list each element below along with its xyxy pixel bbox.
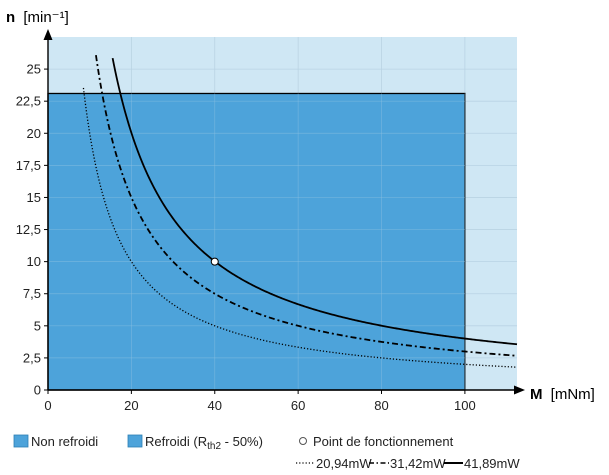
legend-label-non-cooled: Non refroidi: [31, 434, 98, 449]
curve-solid: [111, 57, 518, 346]
x-tick-label: 80: [374, 398, 388, 413]
y-tick-label: 25: [27, 62, 41, 77]
power-curves: [82, 55, 518, 368]
x-tick-label: 60: [291, 398, 305, 413]
curve-dashed: [95, 55, 518, 357]
x-tick-label: 40: [208, 398, 222, 413]
legend-operating-point-icon: [299, 437, 307, 445]
legend-cooled-subscript: th2: [207, 441, 221, 452]
x-axis-unit: [mNm]: [551, 386, 595, 403]
x-axis-arrow-icon: [514, 385, 525, 395]
x-tick-label: 100: [454, 398, 476, 413]
y-tick-label: 15: [27, 190, 41, 205]
legend-cooled-main: Refroidi (R: [145, 434, 207, 449]
operating-point-marker: [210, 257, 219, 266]
x-axis-title: M [mNm]: [530, 386, 595, 403]
y-tick-label: 17,5: [16, 158, 41, 173]
y-axis-title: n [min⁻¹]: [6, 9, 69, 26]
y-axis-symbol: n: [6, 9, 15, 26]
curve-dotted: [82, 87, 518, 368]
y-tick-labels: 0 2,5 5 7,5 10 12,5 15 17,5 20 22,5 25: [16, 62, 48, 398]
y-tick-label: 12,5: [16, 222, 41, 237]
legend-label-dashed: 31,42mW: [390, 456, 446, 471]
legend-cooled-tail: - 50%): [221, 434, 263, 449]
y-axis-unit: [min⁻¹]: [23, 9, 68, 26]
legend-label-solid: 41,89mW: [464, 456, 520, 471]
legend-label-operating-point: Point de fonctionnement: [313, 434, 454, 449]
axes: 0 2,5 5 7,5 10 12,5 15 17,5 20 22,5 25 0 20 40 60 80 10…: [16, 29, 525, 413]
x-tick-label: 20: [124, 398, 138, 413]
legend-swatch-non-cooled: [13, 434, 29, 448]
y-tick-label: 10: [27, 254, 41, 269]
grid-lines-over-region: [48, 93, 466, 390]
y-tick-label: 0: [34, 383, 41, 398]
y-tick-label: 2,5: [23, 350, 41, 365]
x-axis-symbol: M: [530, 386, 543, 403]
legend-label-cooled: Refroidi (Rth2 - 50%): [145, 434, 263, 452]
y-tick-label: 20: [27, 126, 41, 141]
legend-swatch-cooled: [127, 434, 143, 448]
x-tick-label: 0: [44, 398, 51, 413]
y-axis-arrow-icon: [43, 29, 53, 40]
legend: Non refroidi Refroidi (Rth2 - 50%) Point…: [13, 434, 520, 471]
legend-label-dotted: 20,94mW: [316, 456, 372, 471]
plot-area: [47, 37, 518, 391]
x-tick-labels: 0 20 40 60 80 100: [44, 390, 476, 413]
y-tick-label: 5: [34, 318, 41, 333]
y-tick-label: 22,5: [16, 94, 41, 109]
y-tick-label: 7,5: [23, 286, 41, 301]
